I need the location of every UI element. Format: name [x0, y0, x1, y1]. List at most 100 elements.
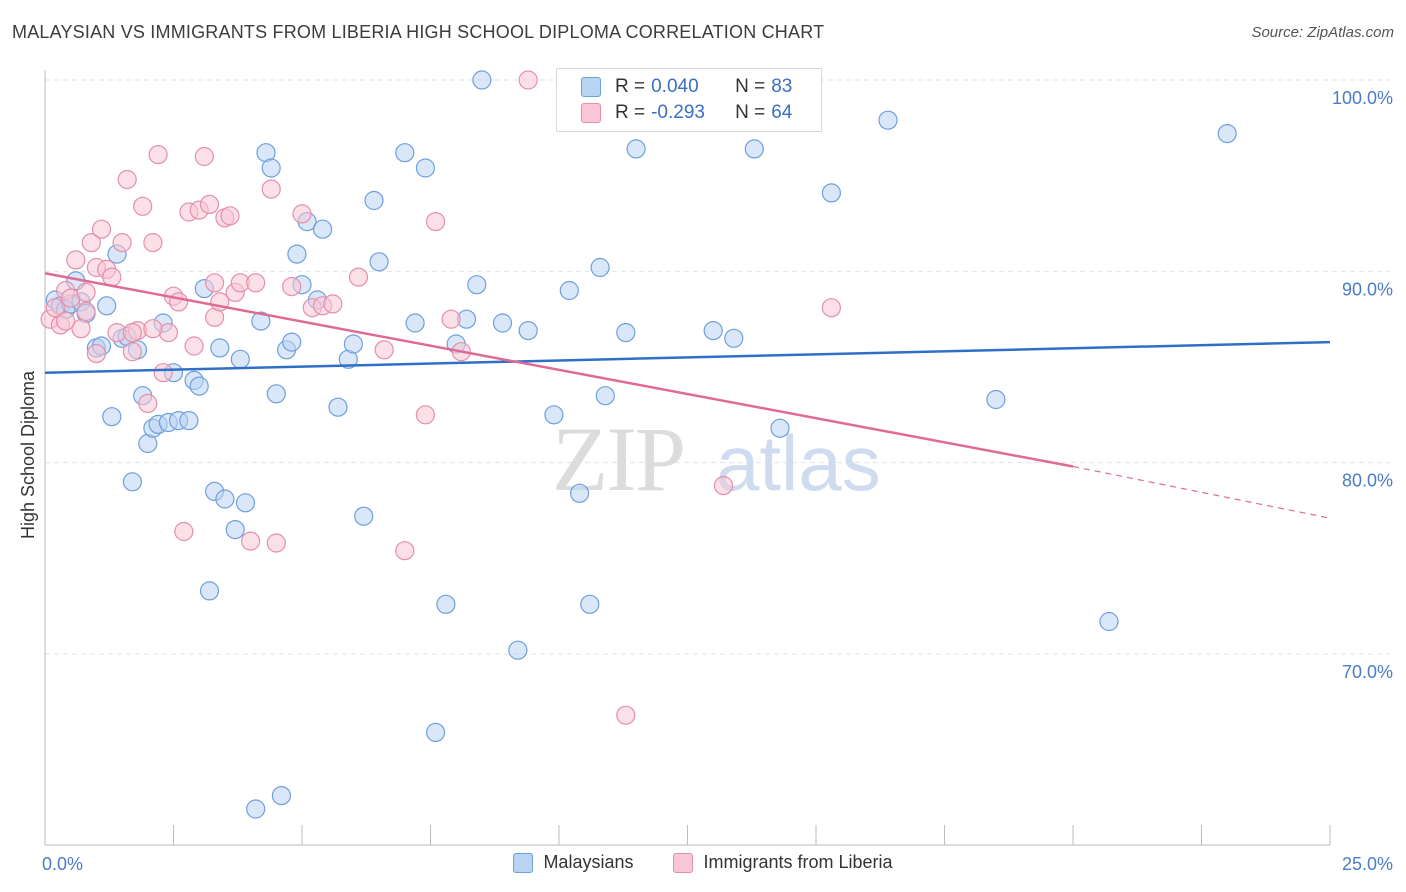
point-malaysians	[287, 244, 307, 264]
point-malaysians	[246, 799, 266, 819]
point-liberia	[616, 705, 636, 725]
point-malaysians	[266, 384, 286, 404]
point-liberia	[713, 476, 734, 496]
point-liberia	[143, 233, 163, 253]
x-tick-labels: 0.0% 25.0%	[42, 854, 1393, 874]
chart-title: MALAYSIAN VS IMMIGRANTS FROM LIBERIA HIG…	[12, 22, 825, 42]
y-tick-label: 80.0%	[1342, 471, 1393, 491]
legend-r-label: R =	[615, 76, 646, 97]
point-malaysians	[508, 640, 528, 660]
point-malaysians	[467, 275, 487, 295]
point-liberia	[261, 179, 281, 199]
trend-line-liberia	[44, 272, 1074, 468]
point-malaysians	[1099, 611, 1119, 632]
point-liberia	[241, 531, 261, 551]
point-malaysians	[744, 139, 764, 159]
point-malaysians	[436, 594, 456, 614]
point-malaysians	[354, 506, 374, 526]
x-tick-label: 0.0%	[42, 854, 83, 874]
point-malaysians	[492, 313, 513, 333]
point-malaysians	[821, 183, 842, 203]
point-liberia	[76, 301, 96, 322]
legend-n-value: 64	[771, 102, 793, 123]
point-liberia	[174, 521, 194, 542]
point-malaysians	[235, 493, 256, 513]
legend-swatch-liberia	[673, 852, 694, 873]
y-tick-label: 90.0%	[1342, 279, 1393, 299]
point-liberia	[45, 298, 65, 318]
point-malaysians	[343, 334, 363, 354]
point-malaysians	[230, 349, 250, 369]
point-liberia	[138, 393, 158, 413]
point-liberia	[153, 363, 173, 383]
legend-r-label: R =	[615, 102, 646, 123]
legend-label-liberia: Immigrants from Liberia	[703, 852, 893, 872]
point-liberia	[112, 233, 132, 253]
point-malaysians	[328, 397, 348, 417]
point-malaysians	[225, 519, 245, 540]
point-liberia	[148, 145, 168, 165]
point-liberia	[348, 267, 369, 287]
point-liberia	[426, 212, 446, 232]
legend-r-value: -0.293	[651, 102, 705, 123]
point-liberia	[184, 336, 204, 356]
legend-row-liberia: R = -0.293 N = 64	[581, 101, 792, 125]
point-malaysians	[179, 411, 199, 431]
point-malaysians	[559, 280, 579, 301]
point-malaysians	[313, 219, 333, 239]
axes	[44, 70, 1331, 846]
point-liberia	[194, 146, 214, 167]
point-malaysians	[878, 110, 898, 130]
point-liberia	[323, 294, 343, 314]
data-points	[40, 70, 1237, 819]
legend-swatch-blue	[581, 77, 601, 97]
point-malaysians	[569, 483, 590, 503]
y-tick-labels: 70.0% 80.0% 90.0% 100.0%	[1332, 88, 1393, 682]
point-malaysians	[215, 489, 235, 509]
point-liberia	[71, 319, 91, 339]
point-malaysians	[724, 328, 744, 348]
legend-n-label: N =	[735, 76, 766, 97]
legend-item-liberia[interactable]: Immigrants from Liberia	[673, 852, 893, 873]
legend-n-label: N =	[735, 102, 766, 123]
y-tick-label: 100.0%	[1332, 88, 1393, 108]
legend-label-malaysians: Malaysians	[543, 852, 634, 872]
point-malaysians	[122, 472, 142, 492]
point-malaysians	[395, 143, 415, 163]
point-malaysians	[364, 190, 384, 211]
source-label: Source: ZipAtlas.com	[1251, 24, 1394, 41]
trend-line-malaysians	[44, 340, 1331, 374]
point-malaysians	[282, 332, 302, 352]
point-malaysians	[415, 158, 435, 178]
point-liberia	[246, 273, 266, 293]
point-liberia	[76, 282, 96, 302]
point-liberia	[415, 405, 435, 425]
point-malaysians	[369, 252, 389, 272]
point-liberia	[395, 541, 415, 561]
point-liberia	[117, 169, 137, 190]
point-liberia	[66, 250, 86, 270]
point-liberia	[122, 323, 142, 343]
point-liberia	[821, 298, 842, 318]
legend-swatch-malaysians	[513, 852, 534, 873]
watermark-atlas: atlas	[716, 419, 881, 507]
trend-lines	[44, 272, 1331, 519]
point-malaysians	[1217, 124, 1237, 144]
point-malaysians	[986, 389, 1006, 410]
point-liberia	[292, 204, 312, 224]
legend-r-value: 0.040	[651, 76, 699, 97]
trend-line-liberia-extension	[1072, 465, 1331, 519]
point-malaysians	[626, 139, 646, 159]
stats-legend: R = 0.040 N = 83 R = -0.293 N = 64	[556, 68, 822, 132]
point-malaysians	[580, 594, 600, 614]
point-liberia	[199, 194, 220, 214]
y-tick-label: 70.0%	[1342, 662, 1393, 682]
point-malaysians	[595, 386, 615, 406]
legend-item-malaysians[interactable]: Malaysians	[513, 852, 633, 873]
legend-swatch-pink	[581, 103, 601, 123]
point-malaysians	[102, 407, 122, 427]
point-malaysians	[472, 70, 492, 90]
point-malaysians	[271, 785, 291, 806]
point-malaysians	[251, 311, 271, 331]
